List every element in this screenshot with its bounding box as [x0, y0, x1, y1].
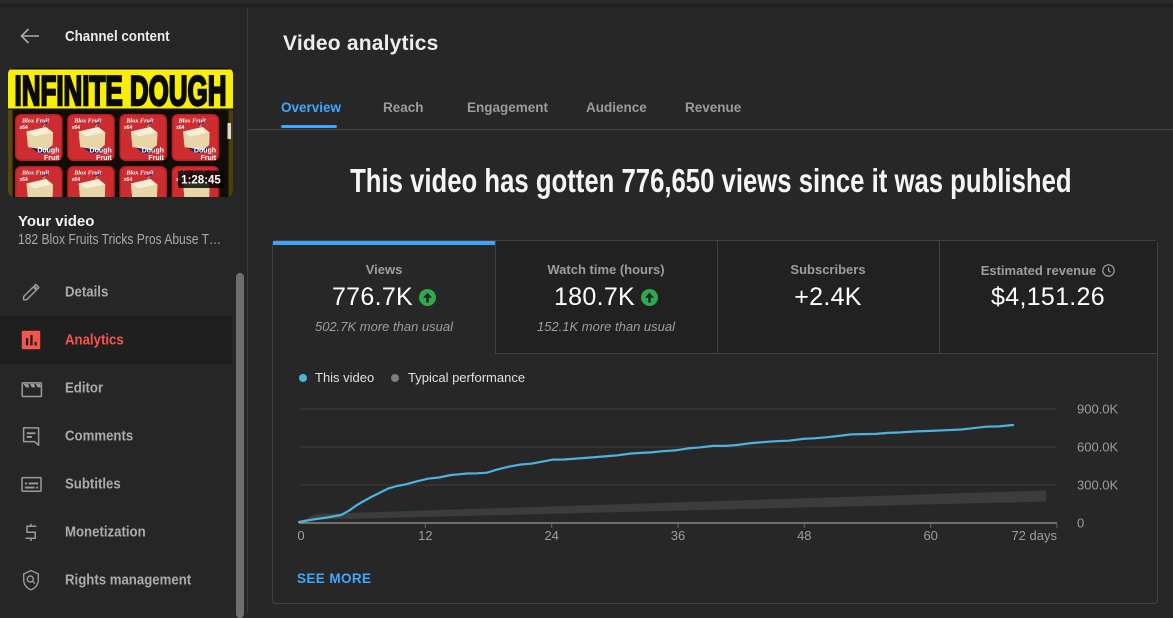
svg-text:36: 36 — [671, 528, 685, 543]
svg-text:300.0K: 300.0K — [1077, 478, 1119, 493]
svg-text:60: 60 — [923, 528, 937, 543]
svg-text:Dough: Dough — [90, 148, 112, 155]
svg-text:48: 48 — [797, 528, 811, 543]
svg-text:Blox Fruit: Blox Fruit — [73, 170, 101, 177]
svg-text:Dough: Dough — [37, 148, 59, 155]
svg-text:Fruit: Fruit — [44, 155, 60, 162]
svg-text:x64: x64 — [20, 125, 29, 131]
svg-text:900.0K: 900.0K — [1077, 402, 1119, 417]
svg-text:x64: x64 — [72, 125, 81, 131]
svg-text:12: 12 — [418, 528, 432, 543]
svg-text:Dough: Dough — [142, 148, 164, 155]
svg-text:Fruit: Fruit — [96, 155, 112, 162]
svg-text:Blox Fruit: Blox Fruit — [21, 170, 49, 177]
svg-text:Fruit: Fruit — [201, 155, 217, 162]
svg-text:INFINITE DOUGH: INFINITE DOUGH — [15, 68, 227, 114]
svg-text:600.0K: 600.0K — [1077, 440, 1119, 455]
svg-text:Blox Fruit: Blox Fruit — [178, 118, 206, 125]
svg-text:24: 24 — [544, 528, 558, 543]
svg-text:x64: x64 — [124, 177, 133, 183]
svg-text:x64: x64 — [124, 125, 133, 131]
svg-text:Fruit: Fruit — [148, 155, 164, 162]
svg-text:1:28:45: 1:28:45 — [181, 175, 221, 187]
svg-text:Blox Fruit: Blox Fruit — [73, 118, 101, 125]
svg-text:72 days: 72 days — [1011, 528, 1057, 543]
svg-text:Blox Fruit: Blox Fruit — [125, 170, 153, 177]
svg-text:Dough: Dough — [194, 148, 216, 155]
svg-text:0: 0 — [1077, 516, 1084, 531]
svg-text:Blox Fruit: Blox Fruit — [125, 118, 153, 125]
svg-text:0: 0 — [297, 528, 304, 543]
svg-text:x64: x64 — [176, 125, 185, 131]
svg-text:Blox Fruit: Blox Fruit — [21, 118, 49, 125]
svg-text:x64: x64 — [72, 177, 81, 183]
svg-text:x64: x64 — [20, 177, 29, 183]
